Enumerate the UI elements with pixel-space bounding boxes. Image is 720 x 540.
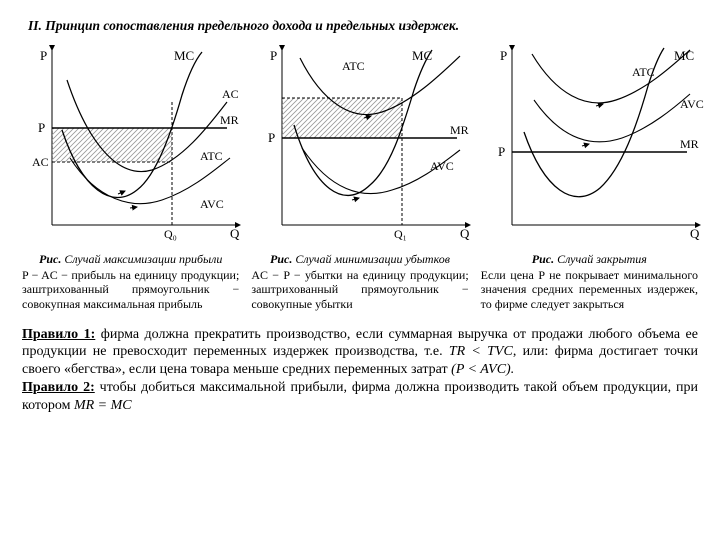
- svg-text:P: P: [498, 144, 505, 159]
- chart-shutdown: P Q P MR MC ATC AVC: [482, 40, 712, 248]
- svg-text:MR: MR: [450, 123, 469, 137]
- caption-1: Рис. Случай максимизации прибыли P − AC …: [22, 252, 239, 312]
- rule1-label: Правило 1:: [22, 327, 95, 342]
- svg-text:ATC: ATC: [342, 59, 365, 73]
- svg-text:P: P: [268, 130, 275, 145]
- svg-text:MC: MC: [412, 48, 432, 63]
- svg-text:Q₁: Q₁: [394, 227, 407, 241]
- svg-text:P: P: [38, 120, 45, 135]
- svg-text:Q₀: Q₀: [164, 227, 177, 241]
- svg-text:ATC: ATC: [632, 65, 655, 79]
- svg-text:P: P: [500, 48, 507, 63]
- svg-text:MR: MR: [680, 137, 699, 151]
- svg-text:MC: MC: [174, 48, 194, 63]
- rule2-label: Правило 2:: [22, 380, 95, 395]
- chart-profit-max: P Q P MR AC Q₀ MC AC ATC AVC: [22, 40, 252, 248]
- svg-text:AC: AC: [32, 155, 49, 169]
- svg-text:AC: AC: [222, 87, 239, 101]
- caption-row: Рис. Случай максимизации прибыли P − AC …: [22, 252, 698, 312]
- svg-text:Q: Q: [690, 226, 700, 241]
- svg-text:P: P: [270, 48, 277, 63]
- svg-text:AVC: AVC: [430, 159, 454, 173]
- svg-text:Q: Q: [460, 226, 470, 241]
- caption-2: Рис. Случай минимизации убытков AC − P −…: [251, 252, 468, 312]
- svg-text:AVC: AVC: [200, 197, 224, 211]
- caption-3: Рис. Случай закрытия Если цена P не покр…: [481, 252, 698, 312]
- svg-text:ATC: ATC: [200, 149, 223, 163]
- charts-row: P Q P MR AC Q₀ MC AC ATC AVC: [22, 40, 698, 248]
- svg-text:AVC: AVC: [680, 97, 704, 111]
- rules-block: Правило 1: фирма должна прекратить произ…: [22, 326, 698, 416]
- page-title: II. Принцип сопоставления предельного до…: [28, 18, 698, 34]
- svg-text:P: P: [40, 48, 47, 63]
- svg-text:Q: Q: [230, 226, 240, 241]
- chart-loss-min: P Q P MR Q₁ MC ATC AVC: [252, 40, 482, 248]
- svg-text:MR: MR: [220, 113, 239, 127]
